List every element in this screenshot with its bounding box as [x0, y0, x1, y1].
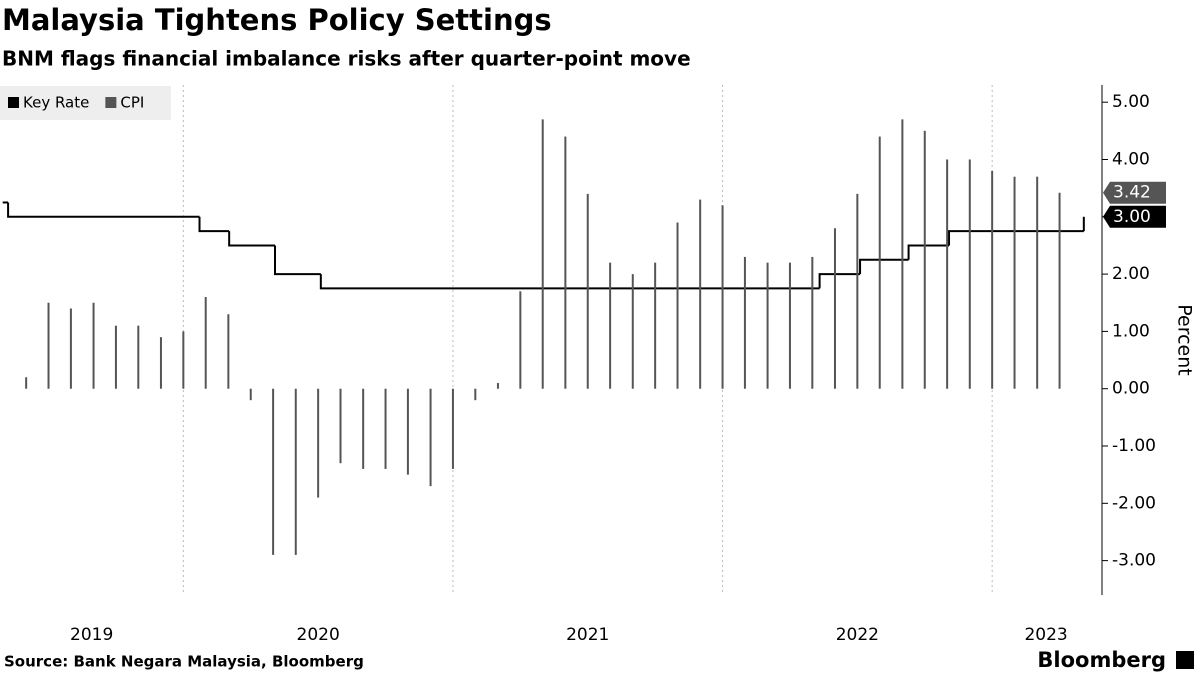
cpi-bar: [788, 262, 791, 389]
y-tick-label: 5.00: [1112, 92, 1150, 112]
y-tick-label: 2.00: [1112, 264, 1150, 284]
y-tick-label: 1.00: [1112, 321, 1150, 341]
cpi-bar: [609, 262, 612, 389]
branding: Bloomberg: [1037, 648, 1166, 672]
legend-swatch: [105, 97, 117, 108]
cpi-bar: [541, 119, 544, 389]
cpi-bar: [878, 136, 881, 389]
cpi-bar: [991, 170, 994, 389]
cpi-bar: [923, 130, 926, 389]
key-rate-step: [818, 273, 861, 289]
cpi-bar: [1013, 176, 1016, 389]
cpi-bar: [699, 199, 702, 389]
last-value-label: 3.42: [1113, 183, 1151, 203]
cpi-bar: [362, 388, 365, 469]
legend-swatch: [8, 97, 19, 108]
cpi-bar: [182, 331, 185, 389]
legend: Key Rate CPI: [0, 86, 171, 120]
cpi-bar: [901, 119, 904, 389]
key-rate-step: [948, 230, 1084, 246]
cpi-bar: [519, 291, 522, 389]
y-axis-title: Percent: [1174, 304, 1196, 376]
cpi-bar: [856, 193, 859, 389]
cpi-bar: [204, 297, 207, 389]
cpi-bar: [564, 136, 567, 389]
y-tick-label: 4.00: [1112, 149, 1150, 169]
cpi-bar: [92, 302, 95, 389]
x-tick-label: 2019: [70, 625, 113, 645]
legend-label: CPI: [120, 94, 144, 112]
cpi-bar: [406, 388, 409, 475]
cpi-bar: [159, 337, 162, 389]
cpi-bar: [721, 205, 724, 389]
cpi-bar: [496, 382, 499, 389]
cpi-bar: [69, 308, 72, 389]
cpi-bar: [429, 388, 432, 487]
cpi-bar: [631, 274, 634, 389]
cpi-bar: [339, 388, 342, 464]
y-tick-label: -3.00: [1112, 551, 1156, 571]
key-rate-step: [319, 274, 820, 290]
cpi-bar: [249, 388, 252, 401]
last-value-box: [1103, 181, 1166, 204]
x-tick-label: 2021: [566, 625, 609, 645]
cpi-bar: [946, 159, 949, 389]
cpi-bar: [676, 222, 679, 389]
cpi-bar: [1036, 176, 1039, 389]
last-value-label: 3.00: [1113, 207, 1151, 227]
cpi-bar: [474, 388, 477, 401]
x-tick-label: 2023: [1024, 625, 1067, 645]
legend-label: Key Rate: [23, 94, 89, 112]
source: Source: Bank Negara Malaysia, Bloomberg: [4, 653, 364, 671]
cpi-bar: [451, 388, 454, 469]
cpi-bar: [114, 325, 117, 389]
cpi-bar: [654, 262, 657, 389]
key-rate-step: [198, 216, 230, 233]
cpi-bar: [811, 256, 814, 389]
y-tick-label: -2.00: [1112, 493, 1156, 513]
cpi-bar: [25, 377, 28, 389]
cpi-bar: [968, 159, 971, 389]
key-rate-step: [274, 245, 321, 276]
key-rate-step: [907, 244, 950, 260]
last-value-box: [1103, 205, 1166, 228]
y-tick-label: 0.00: [1112, 379, 1150, 399]
cpi-bar: [47, 302, 50, 389]
cpi-bar: [272, 388, 275, 555]
x-tick-label: 2020: [297, 625, 340, 645]
cpi-bar: [1058, 192, 1061, 389]
y-tick-label: -1.00: [1112, 436, 1156, 456]
key-rate-step: [859, 258, 909, 275]
x-tick-label: 2022: [836, 625, 879, 645]
cpi-bar: [227, 314, 230, 389]
key-rate-step: [7, 202, 200, 218]
key-rate-step: [228, 231, 275, 247]
cpi-bar: [137, 325, 140, 389]
cpi-bar: [833, 228, 836, 389]
cpi-bar: [766, 262, 769, 389]
cpi-bar: [317, 388, 320, 498]
legend-box: [0, 86, 171, 120]
chart-subtitle: BNM flags financial imbalance risks afte…: [2, 47, 691, 71]
chart-title: Malaysia Tightens Policy Settings: [2, 3, 552, 37]
brand-icon: [1176, 651, 1194, 669]
cpi-bar: [384, 388, 387, 469]
cpi-bar: [586, 193, 589, 389]
cpi-bar: [294, 388, 297, 555]
cpi-bar: [743, 256, 746, 389]
